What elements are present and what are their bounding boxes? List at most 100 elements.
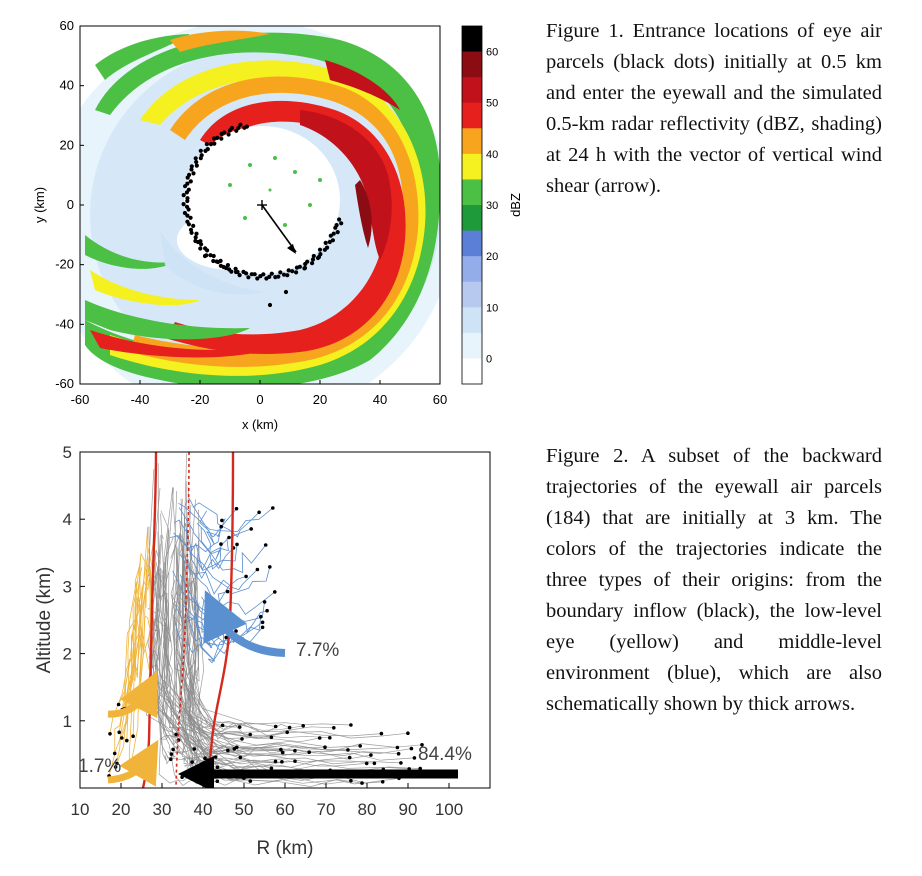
colorbar-segment — [462, 102, 482, 129]
parcel-dot — [219, 131, 224, 136]
origin-dot — [117, 730, 121, 735]
blue-trajectory — [196, 522, 230, 560]
origin-dot — [235, 542, 239, 547]
blue-percentage-label: 7.7% — [296, 640, 339, 661]
parcel-dot — [325, 245, 330, 250]
y-axis-ticks: 60 40 20 0 -20 -40 -60 — [55, 18, 84, 391]
origin-dot — [180, 775, 184, 779]
origin-dot — [116, 702, 121, 707]
origin-dot — [260, 625, 265, 630]
origin-dot — [358, 744, 363, 748]
origin-dot — [227, 535, 231, 540]
blue-trajectory — [178, 507, 252, 554]
y-axis-label: Altitude (km) — [34, 567, 55, 674]
parcel-dot — [194, 163, 199, 168]
parcel-dot — [323, 240, 328, 245]
origin-dot — [323, 745, 327, 749]
parcel-dot — [237, 273, 242, 278]
origin-dot — [293, 748, 297, 753]
parcel-dot — [198, 246, 203, 251]
origin-dot — [287, 725, 292, 730]
x-tick-label: 20 — [313, 392, 327, 407]
parcel-dot — [315, 255, 321, 261]
blue-trajectory — [200, 527, 267, 574]
origin-dot — [248, 732, 252, 737]
parcel-dot — [203, 148, 208, 153]
parcel-dot — [233, 266, 238, 271]
x-tick-label: 10 — [71, 800, 90, 819]
origin-dot — [269, 735, 274, 740]
parcel-dot — [212, 141, 217, 146]
parcel-dot — [193, 235, 198, 240]
origin-dot — [265, 608, 269, 613]
origin-dot — [108, 732, 112, 736]
origin-dot — [234, 506, 239, 511]
origin-dot — [225, 589, 230, 594]
origin-dot — [380, 780, 385, 784]
parcel-dot — [188, 215, 193, 220]
parcel-dot — [189, 230, 194, 235]
origin-dot — [220, 518, 224, 523]
origin-dot — [317, 736, 322, 740]
origin-dot — [213, 755, 218, 759]
parcel-dot — [204, 142, 209, 147]
x-tick-label: 100 — [435, 800, 463, 819]
parcel-dot — [286, 268, 291, 273]
x-tick-label: 30 — [153, 800, 172, 819]
parcel-dot — [317, 247, 323, 252]
parcel-dot — [244, 271, 249, 276]
parcel-dot — [276, 274, 281, 279]
origin-dot — [273, 759, 278, 764]
gray-trajectory — [186, 549, 283, 757]
y-tick-label: 0 — [67, 197, 74, 212]
parcel-dot — [184, 190, 189, 195]
parcel-dot — [335, 230, 340, 235]
colorbar — [461, 25, 483, 385]
parcel-dot — [311, 253, 316, 259]
colorbar-ticks: 60 50 40 30 20 10 0 — [486, 47, 498, 366]
parcel-dot — [229, 269, 234, 274]
y-tick-label: -20 — [55, 257, 74, 272]
parcel-dot — [186, 222, 191, 227]
parcel-dot — [185, 213, 190, 218]
gray-trajectory — [159, 564, 179, 739]
gray-trajectory — [158, 513, 177, 760]
colorbar-segment — [462, 77, 482, 104]
origin-dot — [219, 542, 223, 546]
origin-dot — [420, 743, 424, 747]
origin-dot — [131, 734, 135, 738]
origin-dot — [215, 779, 220, 783]
parcel-dot — [223, 265, 229, 271]
parcel-dot — [331, 231, 336, 236]
parcel-dot — [227, 128, 232, 133]
origin-dot — [113, 765, 118, 769]
origin-dot — [171, 747, 175, 752]
x-axis-label: x (km) — [242, 417, 278, 432]
parcel-dot — [181, 193, 186, 198]
origin-dot — [349, 779, 353, 783]
figure-1-reflectivity-plot: -60 -40 -20 0 20 40 60 60 40 20 0 -20 -40 -60 x (km)… — [32, 18, 523, 432]
origin-dot — [271, 506, 275, 510]
origin-dot — [263, 543, 268, 547]
origin-dot — [406, 731, 410, 735]
parcel-dot — [185, 198, 190, 204]
origin-dot — [399, 761, 403, 765]
parcel-dot — [233, 269, 239, 275]
origin-dot — [169, 757, 173, 762]
x-tick-label: 0 — [256, 392, 263, 407]
origin-dot — [279, 747, 283, 752]
colorbar-tick-label: 60 — [486, 47, 498, 59]
colorbar-segment — [462, 256, 482, 283]
parcel-dot — [290, 269, 295, 274]
origin-dot — [328, 736, 332, 740]
figure-1-caption: Figure 1. Entrance locations of eye air … — [546, 20, 882, 197]
parcel-dot — [261, 272, 266, 277]
origin-dot — [369, 753, 373, 757]
colorbar-segment — [462, 230, 482, 257]
blue-trajectory — [188, 497, 237, 538]
origin-dot — [248, 779, 253, 783]
origin-dot — [395, 745, 400, 750]
colorbar-tick-label: 40 — [486, 149, 498, 161]
origin-dot — [238, 755, 243, 760]
y-tick-label: 4 — [63, 510, 72, 529]
